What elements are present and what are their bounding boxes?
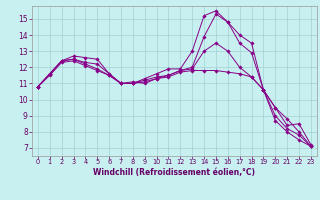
X-axis label: Windchill (Refroidissement éolien,°C): Windchill (Refroidissement éolien,°C) (93, 168, 255, 177)
